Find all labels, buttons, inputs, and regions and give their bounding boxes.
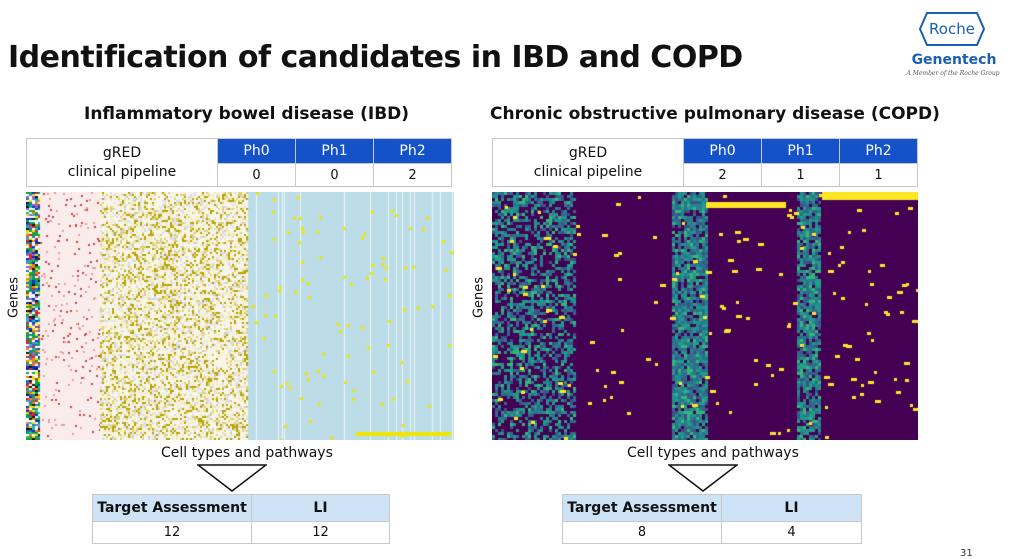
copd-funnel-triangle-icon [668, 464, 738, 492]
member-of-roche-text: A Member of the Roche Group [906, 70, 1000, 77]
copd-phase-value-ph0: 2 [683, 163, 762, 187]
ibd-cell-types-label: Cell types and pathways [161, 445, 333, 461]
ibd-li-value: 12 [251, 521, 390, 544]
slide-title: Identification of candidates in IBD and … [8, 40, 743, 75]
copd-pipeline-table: gRED clinical pipeline Ph0 Ph1 Ph2 2 1 1 [492, 138, 918, 187]
ibd-phase-value-ph2: 2 [373, 163, 452, 187]
ibd-phase-value-ph1: 0 [295, 163, 374, 187]
ibd-panel-title: Inflammatory bowel disease (IBD) [84, 104, 410, 124]
ibd-genes-axis-label: Genes [6, 276, 22, 319]
copd-pipeline-label: gRED clinical pipeline [492, 138, 684, 187]
copd-phase-header-ph2: Ph2 [839, 138, 918, 164]
ibd-target-assessment-header: Target Assessment [92, 494, 252, 522]
ibd-heatmap [26, 192, 454, 440]
ibd-phase-header-ph1: Ph1 [295, 138, 374, 164]
copd-phase-header-ph1: Ph1 [761, 138, 840, 164]
genentech-wordmark: Genentech [911, 52, 997, 68]
ibd-phase-header-ph2: Ph2 [373, 138, 452, 164]
ibd-li-header: LI [251, 494, 390, 522]
roche-hexagon-icon: Roche [919, 12, 985, 46]
copd-phase-value-ph2: 1 [839, 163, 918, 187]
roche-wordmark: Roche [929, 20, 975, 38]
pipeline-label-line1: gRED [102, 144, 142, 161]
ibd-phase-header-ph0: Ph0 [217, 138, 296, 164]
copd-genes-axis-label: Genes [471, 276, 487, 319]
copd-cell-types-label: Cell types and pathways [627, 445, 799, 461]
ibd-pipeline-table: gRED clinical pipeline Ph0 Ph1 Ph2 0 0 2 [26, 138, 452, 187]
ibd-target-assessment-value: 12 [92, 521, 252, 544]
pipeline-label-line1: gRED [568, 144, 608, 161]
roche-genentech-logo: Roche Genentech A Member of the Roche Gr… [903, 12, 1003, 82]
ibd-pipeline-label: gRED clinical pipeline [26, 138, 218, 187]
pipeline-label-line2: clinical pipeline [533, 163, 643, 180]
page-number: 31 [960, 548, 973, 559]
ibd-assessment-table: Target Assessment LI 12 12 [92, 494, 390, 544]
copd-target-assessment-value: 8 [562, 521, 722, 544]
copd-phase-value-ph1: 1 [761, 163, 840, 187]
copd-heatmap [492, 192, 918, 440]
copd-phase-header-ph0: Ph0 [683, 138, 762, 164]
copd-li-value: 4 [721, 521, 862, 544]
copd-target-assessment-header: Target Assessment [562, 494, 722, 522]
copd-li-header: LI [721, 494, 862, 522]
ibd-phase-value-ph0: 0 [217, 163, 296, 187]
copd-assessment-table: Target Assessment LI 8 4 [562, 494, 862, 544]
pipeline-label-line2: clinical pipeline [67, 163, 177, 180]
copd-panel-title: Chronic obstructive pulmonary disease (C… [490, 104, 940, 124]
ibd-funnel-triangle-icon [197, 464, 267, 492]
